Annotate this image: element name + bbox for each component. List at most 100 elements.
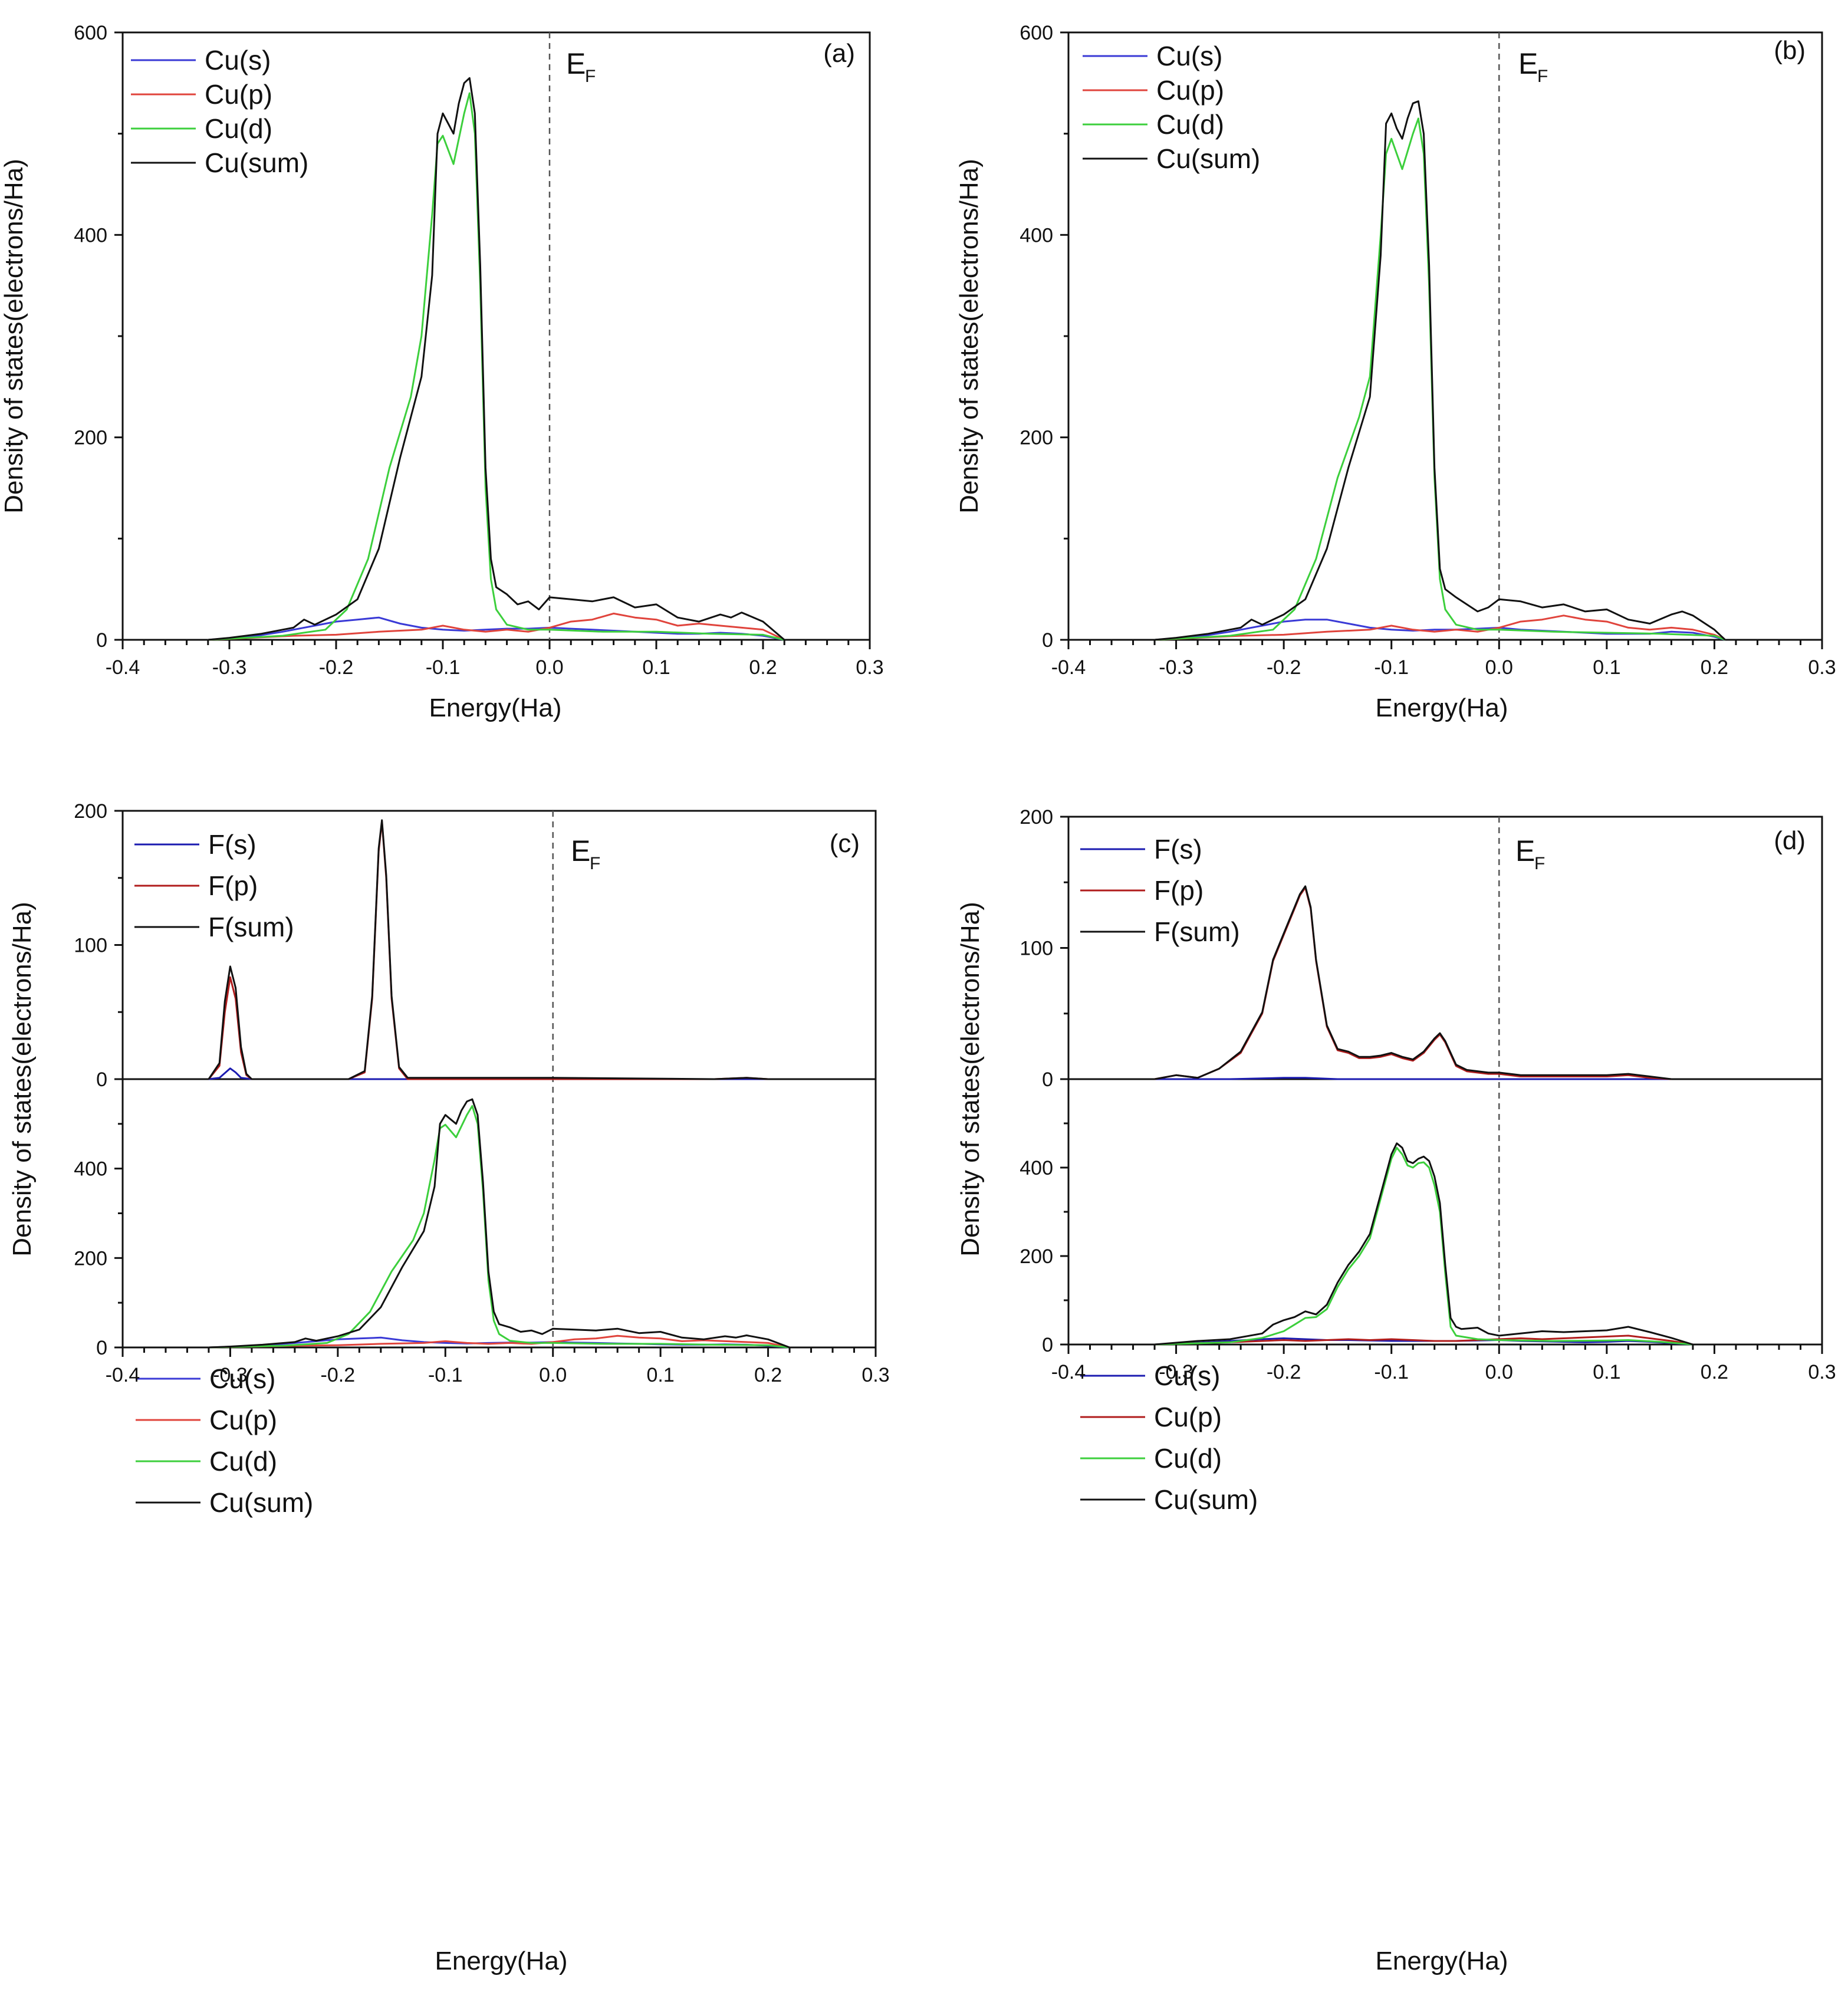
y-tick-label-a: 200 (74, 427, 107, 449)
y-tick-label-d-bottom: 400 (1020, 1157, 1053, 1179)
legend-label-a: Cu(d) (205, 113, 272, 144)
series-line-c-top-fp (208, 820, 768, 1080)
series-line-b-cus (1154, 619, 1726, 641)
y-axis-title-d: Density of states(electrons/Ha) (956, 902, 985, 1257)
y-tick-label-b: 600 (1020, 22, 1053, 44)
y-tick-label-c-top: 200 (74, 800, 107, 823)
x-tick-label-a: -0.2 (319, 656, 354, 679)
legend-label-d-top: F(sum) (1154, 916, 1240, 947)
series-line-a-cup (208, 612, 785, 641)
x-tick-label-c: 0.3 (861, 1364, 889, 1386)
legend-label-b: Cu(d) (1156, 109, 1224, 140)
y-tick-label-b: 0 (1042, 629, 1053, 652)
legend-label-a: Cu(p) (205, 79, 272, 110)
y-tick-label-d-top: 200 (1020, 806, 1053, 829)
panel-label-d: (d) (1774, 826, 1806, 855)
legend-label-a: Cu(sum) (205, 147, 308, 178)
x-tick-label-d: -0.3 (1159, 1361, 1193, 1383)
x-axis-title-a: Energy(Ha) (429, 693, 562, 722)
y-tick-label-a: 0 (96, 629, 107, 652)
legend-label-d-top: F(p) (1154, 875, 1203, 906)
x-tick-label-b: -0.4 (1051, 656, 1086, 679)
series-line-a-cusum (208, 77, 785, 641)
x-tick-label-c: 0.2 (754, 1364, 782, 1386)
legend-label-c-bottom: Cu(sum) (209, 1487, 313, 1518)
legend-label-d-bottom: Cu(p) (1154, 1402, 1222, 1432)
y-tick-label-a: 600 (74, 22, 107, 44)
x-tick-label-c: -0.4 (106, 1364, 140, 1386)
x-tick-label-b: 0.2 (1701, 656, 1728, 679)
legend-label-c-bottom: Cu(d) (209, 1446, 277, 1477)
series-line-a-cud (208, 92, 785, 641)
fermi-label-c: E (571, 834, 590, 867)
y-tick-label-d-bottom: 200 (1020, 1245, 1053, 1268)
x-tick-label-c: -0.1 (428, 1364, 463, 1386)
x-axis-title-d: Energy(Ha) (1376, 1947, 1508, 1975)
y-tick-label-c-top: 0 (96, 1069, 107, 1091)
fermi-label-d: E (1515, 834, 1535, 867)
legend-label-a: Cu(s) (205, 45, 271, 75)
x-axis-title-c: Energy(Ha) (435, 1947, 568, 1975)
legend-label-c-top: F(sum) (208, 912, 294, 942)
x-tick-label-d: 0.3 (1808, 1361, 1836, 1383)
y-axis-title-a: Density of states(electrons/Ha) (0, 159, 28, 514)
series-line-d-top-fs (1155, 1077, 1672, 1080)
series-line-b-cusum (1154, 100, 1726, 641)
fermi-label-a: E (566, 47, 586, 80)
series-line-c-bottom-cusum (208, 1098, 790, 1349)
series-line-b-cup (1155, 614, 1726, 641)
y-axis-title-c: Density of states(electrons/Ha) (8, 902, 37, 1257)
panel-label-a: (a) (823, 39, 855, 68)
fermi-subscript-c: F (590, 854, 600, 873)
legend-label-d-bottom: Cu(d) (1154, 1443, 1222, 1474)
fermi-subscript-a: F (585, 67, 596, 86)
x-tick-label-b: -0.1 (1374, 656, 1409, 679)
legend-label-c-bottom: Cu(s) (209, 1363, 275, 1394)
x-tick-label-b: 0.0 (1485, 656, 1513, 679)
x-tick-label-b: -0.3 (1159, 656, 1193, 679)
series-line-d-bottom-cusum (1154, 1142, 1694, 1346)
x-tick-label-d: 0.0 (1485, 1361, 1513, 1383)
y-tick-label-d-bottom: 0 (1042, 1334, 1053, 1356)
x-tick-label-c: -0.2 (321, 1364, 356, 1386)
y-tick-label-d-top: 100 (1020, 938, 1053, 960)
x-tick-label-a: -0.1 (426, 656, 461, 679)
x-tick-label-d: -0.4 (1051, 1361, 1086, 1383)
x-tick-label-d: 0.2 (1701, 1361, 1728, 1383)
series-line-b-cud (1155, 117, 1726, 641)
x-tick-label-d: -0.1 (1374, 1361, 1409, 1383)
y-tick-label-c-bottom: 400 (74, 1158, 107, 1181)
plot-frame-d (1067, 816, 1823, 1346)
y-tick-label-d-top: 0 (1042, 1069, 1053, 1091)
x-tick-label-c: -0.3 (213, 1364, 248, 1386)
x-tick-label-a: 0.2 (749, 656, 777, 679)
x-tick-label-b: 0.1 (1593, 656, 1620, 679)
series-line-d-bottom-cup (1155, 1334, 1694, 1346)
x-tick-label-a: 0.0 (535, 656, 563, 679)
panel-label-b: (b) (1774, 36, 1806, 65)
fermi-subscript-d: F (1534, 854, 1545, 873)
x-tick-label-c: 0.1 (647, 1364, 675, 1386)
series-line-c-top-fsum (208, 819, 768, 1080)
y-tick-label-a: 400 (74, 224, 107, 246)
legend-label-d-top: F(s) (1154, 834, 1202, 864)
y-axis-title-b: Density of states(electrons/Ha) (955, 159, 984, 514)
legend-label-d-bottom: Cu(sum) (1154, 1484, 1258, 1515)
fermi-subscript-b: F (1537, 67, 1548, 86)
series-line-d-bottom-cud (1155, 1146, 1694, 1346)
x-tick-label-a: -0.4 (106, 656, 140, 679)
legend-label-c-bottom: Cu(p) (209, 1405, 277, 1435)
y-tick-label-b: 400 (1020, 224, 1053, 246)
legend-label-d-bottom: Cu(s) (1154, 1360, 1220, 1391)
legend-label-c-top: F(p) (208, 870, 258, 901)
x-tick-label-b: -0.2 (1267, 656, 1301, 679)
panel-label-c: (c) (830, 829, 860, 858)
y-tick-label-c-bottom: 0 (96, 1337, 107, 1359)
x-tick-label-d: 0.1 (1593, 1361, 1620, 1383)
x-tick-label-b: 0.3 (1808, 656, 1836, 679)
series-line-d-top-fsum (1154, 885, 1672, 1080)
x-tick-label-a: 0.1 (642, 656, 670, 679)
x-axis-title-b: Energy(Ha) (1376, 693, 1508, 722)
legend-label-b: Cu(sum) (1156, 143, 1260, 174)
